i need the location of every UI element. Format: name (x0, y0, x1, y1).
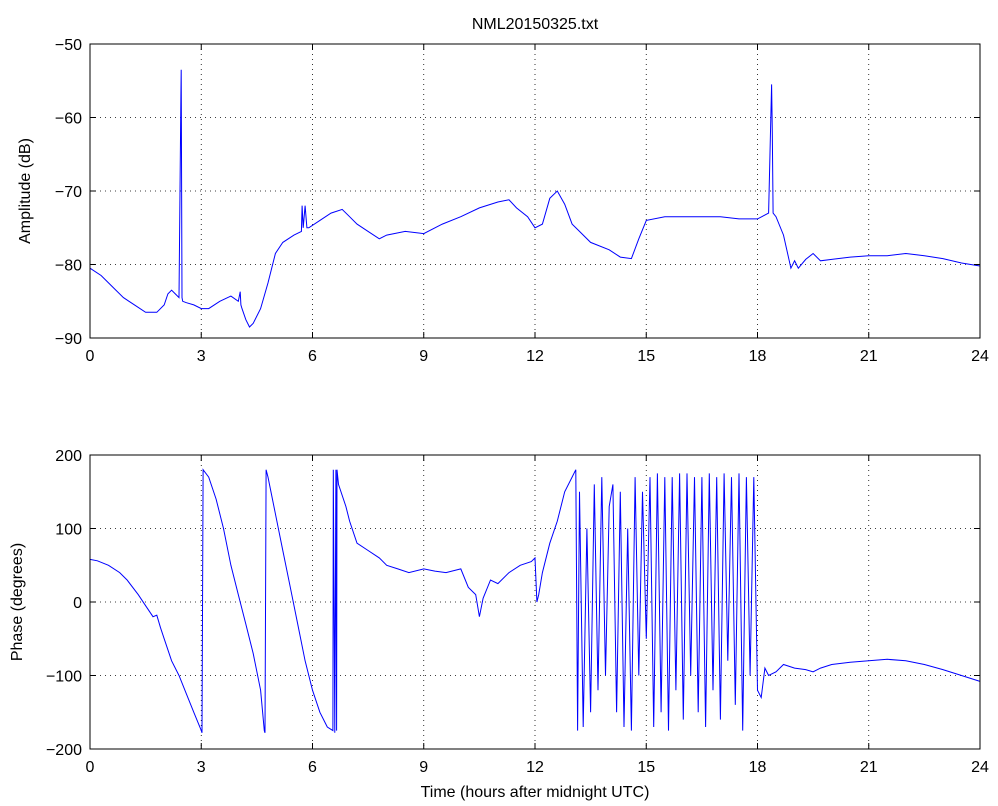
amplitude-x-tick-label: 3 (197, 348, 206, 365)
amplitude-grid (90, 44, 980, 338)
amplitude-y-tick-label: −80 (55, 258, 82, 275)
amplitude-y-tick-label: −70 (55, 184, 82, 201)
amplitude-x-tick-label: 24 (971, 348, 989, 365)
phase-x-tick-label: 21 (860, 759, 878, 776)
phase-axes: 0 3 6 9 12 15 18 21 24 −200 −100 0 100 200 Time (hour… (9, 448, 989, 801)
amplitude-y-tick-label: −50 (55, 37, 82, 54)
phase-x-tick-label: 24 (971, 759, 989, 776)
phase-x-tick-label: 12 (526, 759, 544, 776)
phase-x-tick-label: 0 (86, 759, 95, 776)
phase-x-tick-label: 18 (749, 759, 767, 776)
phase-x-tick-label: 6 (308, 759, 317, 776)
amplitude-x-tick-label: 15 (637, 348, 655, 365)
amplitude-x-tick-label: 9 (419, 348, 428, 365)
phase-x-tick-label: 15 (637, 759, 655, 776)
phase-grid (90, 455, 980, 749)
amplitude-x-tick-label: 6 (308, 348, 317, 365)
amplitude-x-tick-label: 12 (526, 348, 544, 365)
amplitude-x-tick-label: 0 (86, 348, 95, 365)
phase-y-tick-label: 200 (55, 448, 82, 465)
amplitude-axes: 0 3 6 9 12 15 18 21 24 −90 −80 −70 −60 −50 NML2015032… (17, 16, 989, 365)
amplitude-y-tick-label: −90 (55, 331, 82, 348)
amplitude-x-tick-label: 18 (749, 348, 767, 365)
phase-series-line (89, 468, 981, 733)
phase-y-tick-label: −200 (46, 742, 82, 759)
amplitude-y-axis-label: Amplitude (dB) (17, 138, 34, 244)
amplitude-y-tick-label: −60 (55, 111, 82, 128)
phase-x-tick-label: 9 (419, 759, 428, 776)
amplitude-ticks: 0 3 6 9 12 15 18 21 24 −90 −80 −70 −60 −50 (55, 37, 989, 365)
phase-y-tick-label: −100 (46, 669, 82, 686)
amplitude-series-line (89, 69, 981, 328)
phase-y-tick-label: 0 (73, 595, 82, 612)
phase-x-axis-label: Time (hours after midnight UTC) (421, 784, 650, 801)
amplitude-x-tick-label: 21 (860, 348, 878, 365)
phase-y-tick-label: 100 (55, 522, 82, 539)
chart-title: NML20150325.txt (472, 16, 599, 33)
phase-ticks: 0 3 6 9 12 15 18 21 24 −200 −100 0 100 200 (46, 448, 989, 776)
phase-y-axis-label: Phase (degrees) (9, 543, 26, 661)
phase-x-tick-label: 3 (197, 759, 206, 776)
